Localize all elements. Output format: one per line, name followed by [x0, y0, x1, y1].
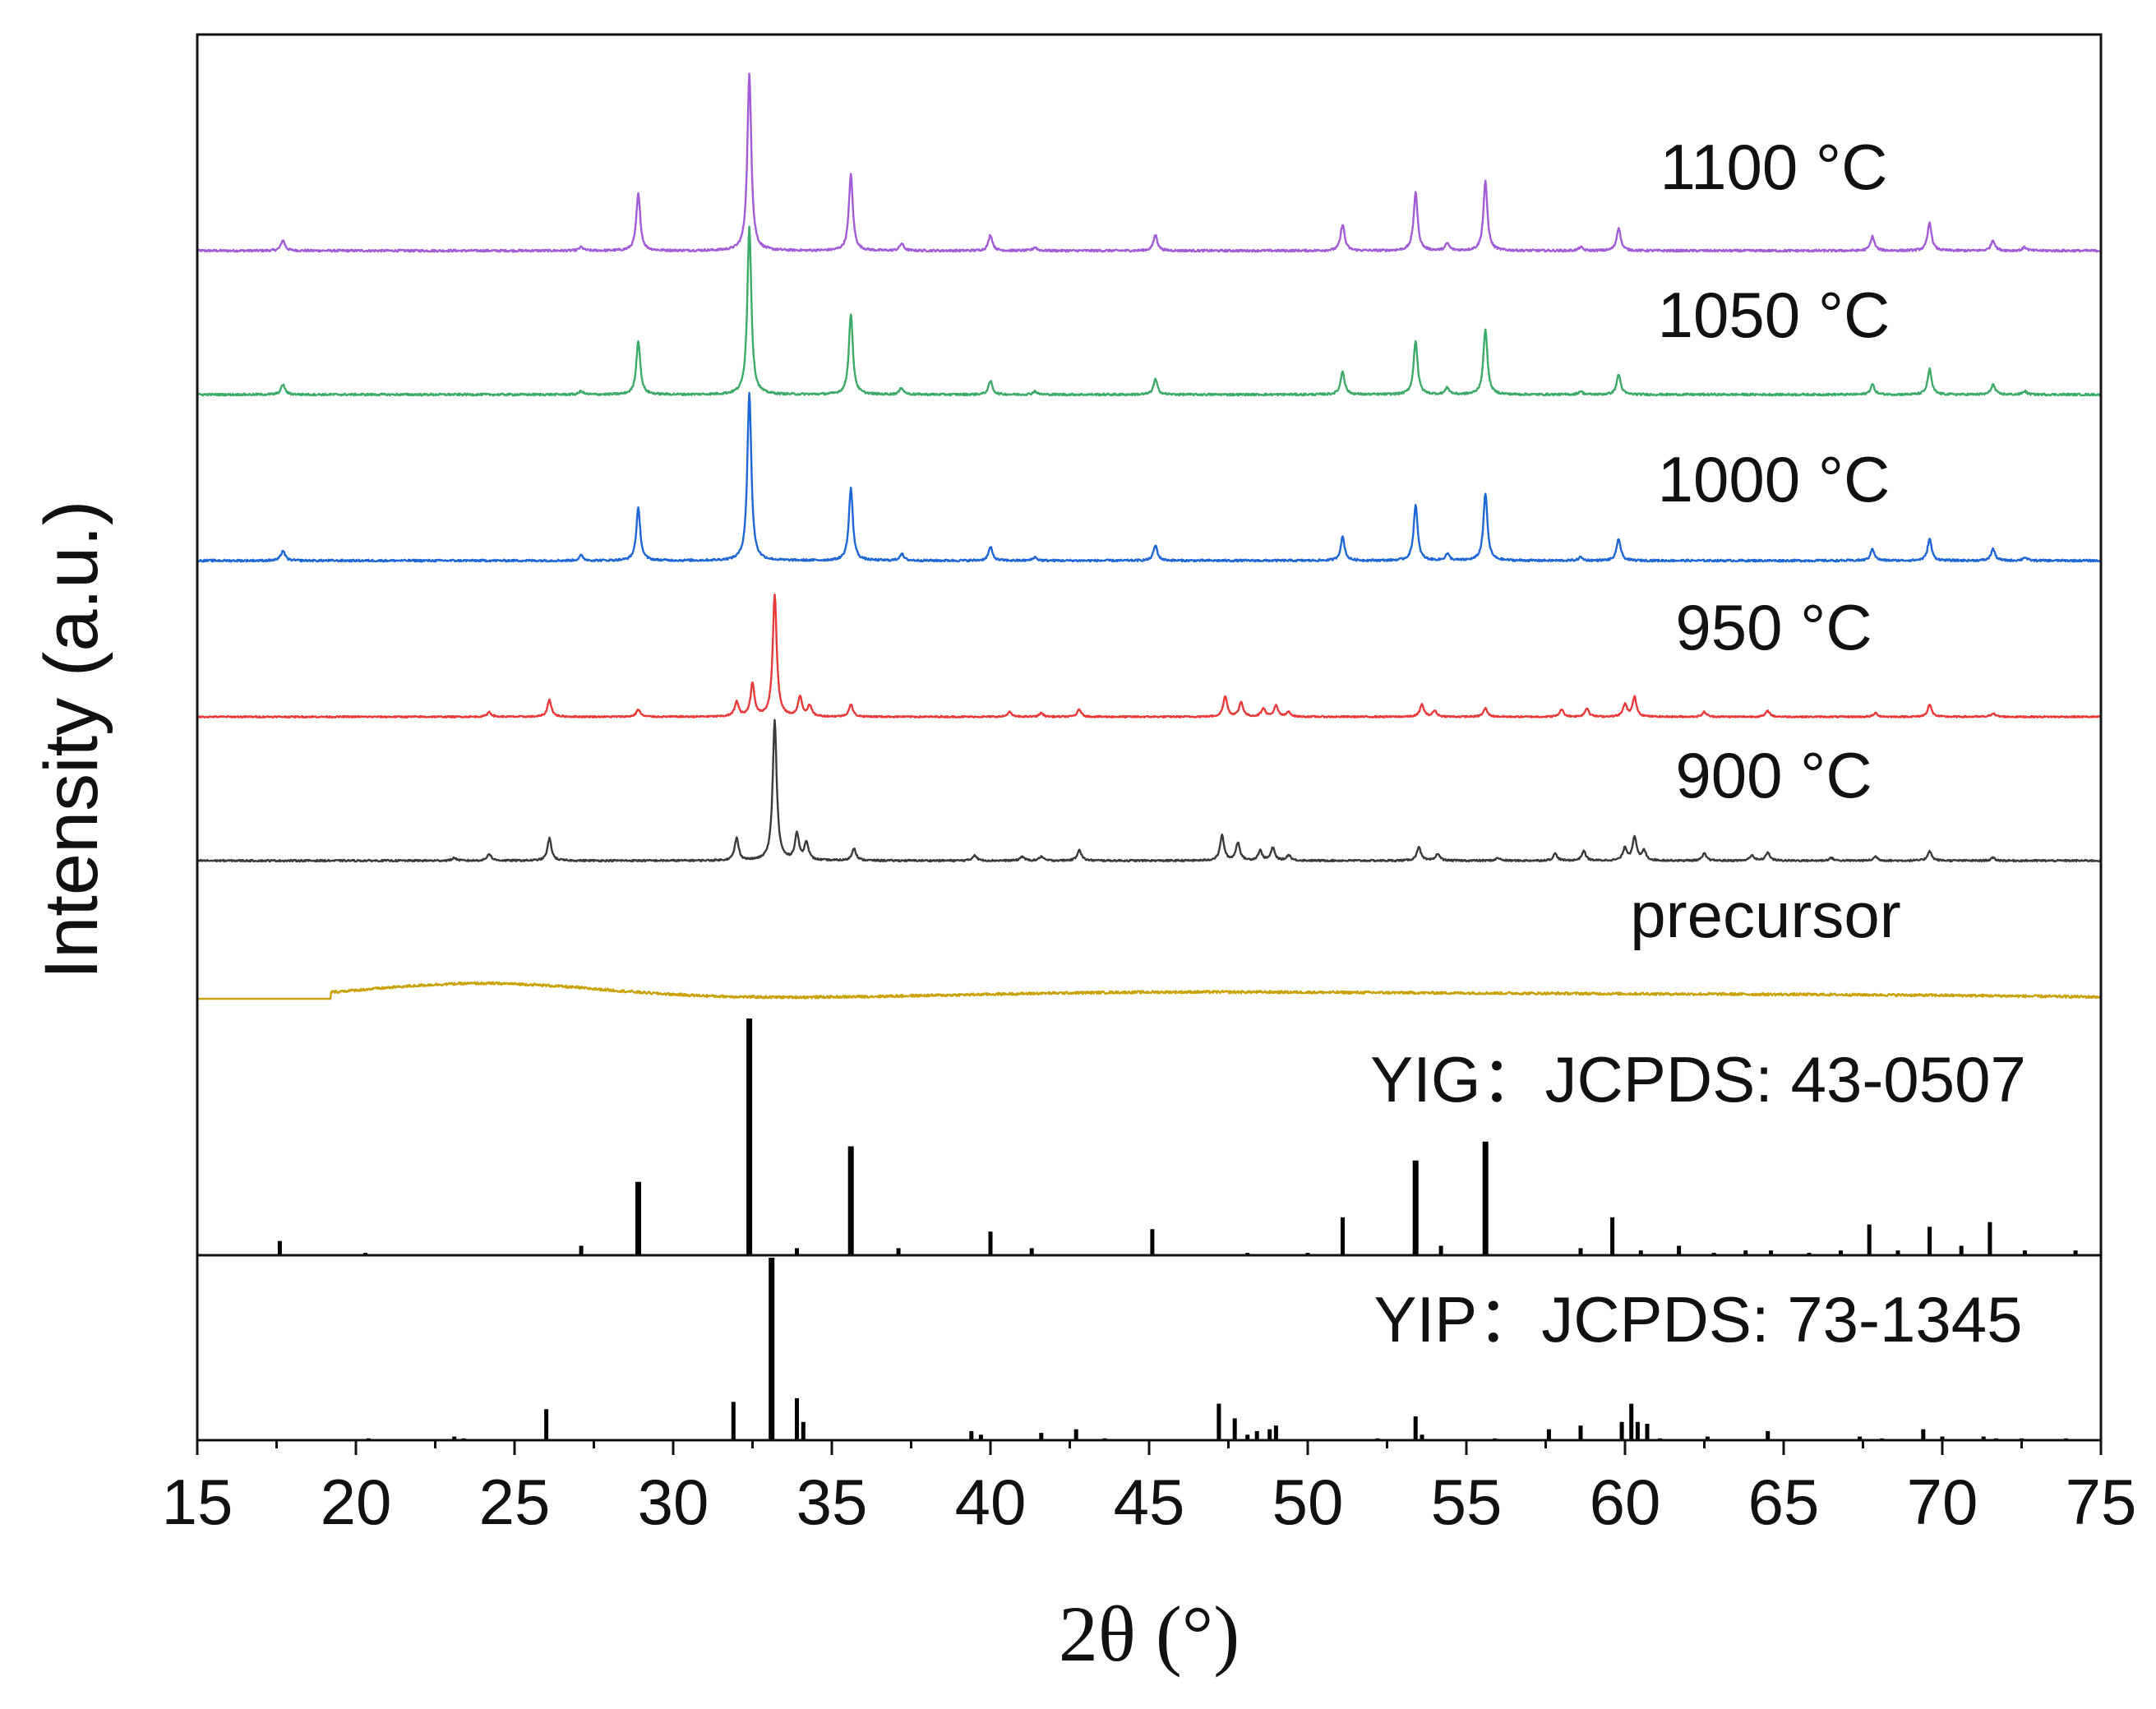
series-label: 1100 °C [1660, 131, 1888, 203]
trace-900-c [196, 718, 2102, 863]
x-tick-label: 35 [796, 1466, 868, 1538]
trace-1050-c [196, 225, 2103, 397]
series-label: 1050 °C [1658, 279, 1891, 351]
x-tick-label: 25 [479, 1466, 551, 1538]
traces-layer [196, 72, 2103, 1000]
series-label: 1000 °C [1658, 443, 1891, 515]
x-tick-label: 70 [1907, 1466, 1978, 1538]
x-tick-label: 20 [321, 1466, 392, 1538]
y-axis-title: Intensity (a.u.) [30, 501, 113, 980]
x-tick-label: 40 [955, 1466, 1027, 1538]
trace-1100-c [196, 72, 2102, 253]
x-tick-label: 30 [638, 1466, 709, 1538]
x-axis-ticks [196, 1440, 2103, 1455]
trace-1000-c [196, 391, 2102, 563]
reference-label: YIG：JCPDS: 43-0507 [1370, 1043, 2026, 1115]
x-tick-label: 45 [1114, 1466, 1185, 1538]
x-tick-label: 15 [162, 1466, 233, 1538]
trace-precursor [196, 981, 2103, 1000]
series-label: precursor [1630, 879, 1900, 951]
trace-950-c [196, 594, 2102, 719]
x-tick-label: 50 [1272, 1466, 1344, 1538]
x-tick-label: 55 [1431, 1466, 1503, 1538]
text-labels-layer: 1100 °C 1050 °C 1000 °C 950 °C 900 °C precurs… [30, 131, 2136, 1678]
series-label: 900 °C [1675, 739, 1872, 811]
x-tick-label: 65 [1748, 1466, 1820, 1538]
series-label: 950 °C [1675, 591, 1872, 663]
reference-patterns-layer [277, 1018, 2078, 1440]
x-tick-label: 60 [1590, 1466, 1661, 1538]
x-tick-label: 75 [2066, 1466, 2137, 1538]
x-axis-title: 2θ (°) [1059, 1590, 1240, 1678]
reference-label: YIP：JCPDS: 73-1345 [1373, 1283, 2022, 1356]
